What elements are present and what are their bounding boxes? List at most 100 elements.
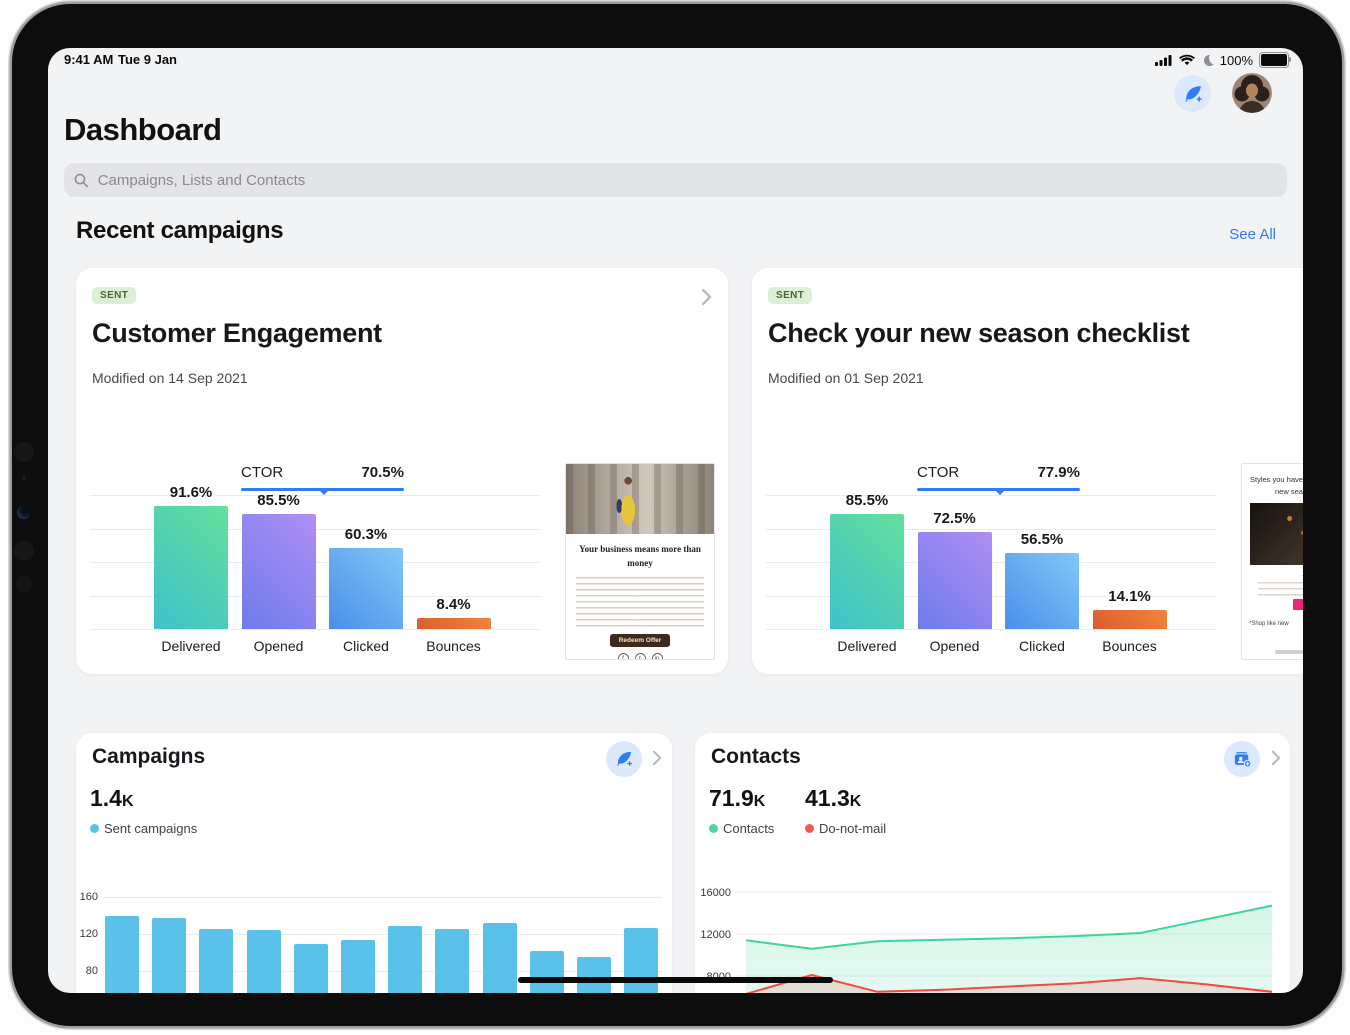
gridline bbox=[766, 629, 1216, 630]
card-title: Contacts bbox=[711, 745, 801, 768]
chevron-right-icon[interactable] bbox=[652, 750, 662, 766]
campaigns-bar bbox=[577, 957, 611, 993]
battery-icon bbox=[1259, 52, 1291, 68]
campaigns-bar bbox=[293, 944, 328, 993]
bar-opened bbox=[917, 531, 992, 629]
campaigns-bar bbox=[624, 928, 659, 993]
campaigns-bar bbox=[388, 925, 423, 993]
sent-campaigns-count: 1.4K bbox=[90, 785, 134, 811]
email-preview: Styles you have new sea ZYLKER *Shop lik… bbox=[1241, 463, 1303, 660]
email-hero-image bbox=[566, 464, 714, 534]
home-indicator[interactable] bbox=[518, 977, 833, 983]
campaign-title: Check your new season checklist bbox=[768, 318, 1190, 348]
email-footer-text: *Shop like new bbox=[1249, 621, 1289, 627]
bar-category-label: Delivered bbox=[161, 638, 221, 654]
scrollbar bbox=[1275, 649, 1303, 654]
avatar-image bbox=[1232, 73, 1272, 113]
sensor-dot bbox=[14, 442, 34, 462]
gridline bbox=[90, 629, 540, 630]
ctor-value: 77.9% bbox=[1037, 464, 1080, 481]
campaign-modified-date: Modified on 01 Sep 2021 bbox=[768, 370, 924, 386]
status-time: 9:41 AM bbox=[64, 52, 114, 67]
legend-contacts: Contacts bbox=[709, 821, 774, 836]
campaign-card-new-season-checklist[interactable]: SENT Check your new season checklist Mod… bbox=[752, 268, 1303, 674]
svg-text:16000: 16000 bbox=[700, 887, 731, 899]
twitter-icon: t bbox=[634, 652, 646, 659]
search-input[interactable] bbox=[95, 170, 1277, 190]
campaigns-bar bbox=[105, 915, 139, 993]
profile-avatar[interactable] bbox=[1232, 73, 1272, 113]
do-not-disturb-moon-icon bbox=[1203, 54, 1214, 66]
battery-percentage: 100% bbox=[1219, 52, 1253, 68]
bar-opened bbox=[241, 514, 316, 629]
quill-plus-icon bbox=[617, 751, 632, 766]
bar-value-label: 91.6% bbox=[169, 484, 213, 502]
ctor-row: CTOR 77.9% bbox=[917, 464, 1080, 481]
chevron-right-icon[interactable] bbox=[1271, 750, 1281, 766]
email-hero-image bbox=[1250, 503, 1303, 565]
card-title: Campaigns bbox=[92, 745, 206, 768]
screen: 9:41 AM Tue 9 Jan 100% bbox=[48, 48, 1303, 993]
contacts-growth-chart: 16000120008000 bbox=[695, 873, 1291, 993]
campaigns-bar bbox=[199, 929, 234, 993]
compose-campaign-button[interactable] bbox=[1174, 75, 1211, 112]
bar-clicked bbox=[329, 548, 403, 629]
campaigns-summary-card[interactable]: Campaigns 1.4K Sent campaigns bbox=[76, 733, 672, 993]
campaign-modified-date: Modified on 14 Sep 2021 bbox=[92, 370, 248, 386]
bar-category-label: Opened bbox=[253, 638, 304, 654]
contacts-summary-card[interactable]: Contacts 71.9K bbox=[695, 733, 1290, 993]
search-bar[interactable] bbox=[64, 163, 1287, 197]
page-title: Dashboard bbox=[64, 112, 222, 147]
bar-clicked bbox=[1005, 553, 1079, 629]
gridline bbox=[102, 934, 662, 935]
ctor-value: 70.5% bbox=[361, 464, 404, 481]
bar-category-label: Delivered bbox=[837, 638, 897, 654]
gridline bbox=[102, 971, 662, 972]
new-campaign-button[interactable] bbox=[606, 741, 642, 777]
area-chart-svg: 16000120008000 bbox=[700, 887, 1273, 993]
add-contact-button[interactable] bbox=[1224, 741, 1260, 777]
email-cta-button bbox=[1293, 599, 1303, 610]
sent-campaigns-chart: 160 120 80 bbox=[76, 873, 672, 993]
quill-plus-icon bbox=[1184, 85, 1202, 102]
email-social-icons: f t in bbox=[566, 652, 714, 659]
ctor-label: CTOR bbox=[241, 464, 284, 481]
bar-category-label: Clicked bbox=[343, 638, 389, 654]
front-camera bbox=[17, 505, 31, 519]
bar-value-label: 85.5% bbox=[845, 492, 889, 510]
recent-campaigns-heading: Recent campaigns bbox=[76, 217, 284, 244]
campaign-metrics-chart: 85.5% Delivered 72.5% Opened 56.5% Clicked 14.… bbox=[766, 492, 1216, 654]
chevron-right-icon[interactable] bbox=[701, 288, 712, 306]
campaign-card-customer-engagement[interactable]: SENT Customer Engagement Modified on 14 … bbox=[76, 268, 728, 674]
y-axis-tick: 80 bbox=[85, 965, 98, 977]
bar-category-label: Bounces bbox=[1102, 638, 1157, 654]
legend-dot-blue bbox=[90, 824, 99, 833]
gridline bbox=[766, 495, 1216, 496]
campaigns-bar bbox=[152, 918, 187, 993]
see-all-link[interactable]: See All bbox=[1229, 226, 1276, 243]
campaigns-bar bbox=[246, 930, 281, 993]
legend-dot-red bbox=[805, 824, 814, 833]
cellular-icon bbox=[1154, 54, 1172, 66]
campaign-title: Customer Engagement bbox=[92, 318, 382, 348]
bar-category-label: Bounces bbox=[426, 638, 481, 654]
campaign-metrics-chart: 91.6% Delivered 85.5% Opened 60.3% Clicked 8.4… bbox=[90, 484, 540, 654]
campaigns-bar bbox=[341, 939, 375, 993]
status-badge: SENT bbox=[768, 287, 813, 304]
ctor-slider bbox=[241, 488, 404, 495]
legend-do-not-mail: Do-not-mail bbox=[805, 821, 886, 836]
bar-delivered bbox=[154, 506, 228, 629]
bar-value-label: 60.3% bbox=[344, 526, 388, 544]
contacts-count: 71.9K bbox=[709, 785, 766, 811]
search-icon bbox=[74, 173, 89, 187]
legend-dot-green bbox=[709, 824, 718, 833]
gridline bbox=[90, 495, 540, 496]
add-contact-icon bbox=[1234, 752, 1252, 768]
bar-value-label: 72.5% bbox=[933, 509, 976, 527]
sensor-dot bbox=[22, 476, 26, 480]
legend-sent-campaigns: Sent campaigns bbox=[90, 821, 197, 836]
campaigns-bar bbox=[435, 929, 470, 993]
email-body-text-lines bbox=[576, 576, 704, 629]
email-headline: Your business means more than money bbox=[579, 544, 701, 569]
